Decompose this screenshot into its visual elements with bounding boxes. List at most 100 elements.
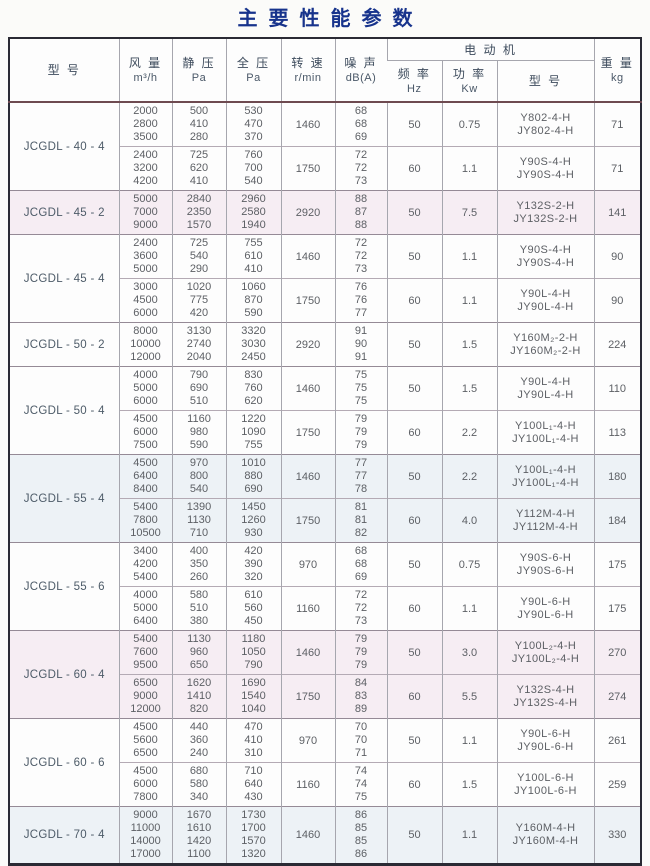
airflow-cell: 8000 10000 12000: [118, 322, 172, 367]
motor-model-value: Y132S-2-H: [516, 199, 575, 212]
motor-model-value: JY132S-2-H: [513, 212, 578, 225]
header-noise-unit: dB(A): [345, 72, 377, 84]
static-pressure-cell: 1670 1610 1420 1100: [171, 806, 226, 865]
airflow-cell: 4500 5600 6500: [118, 718, 172, 763]
total-pressure-cell-value: 755: [244, 237, 263, 249]
static-pressure-cell: 725 540 290: [171, 234, 226, 279]
header-noise-label: 噪 声: [344, 56, 378, 70]
noise-cell: 76 76 77: [334, 278, 387, 323]
static-pressure-cell-value: 290: [189, 263, 209, 275]
speed-cell: 970: [280, 542, 335, 587]
static-pressure-cell-value: 775: [189, 294, 209, 306]
static-pressure-cell-value: 350: [189, 558, 209, 570]
frequency-cell: 60: [386, 410, 442, 455]
speed-cell: 1750: [280, 498, 335, 543]
noise-cell: 74 74 75: [334, 762, 387, 807]
airflow-cell-value: 4500: [133, 413, 158, 425]
static-pressure-cell-value: 2840: [186, 193, 212, 205]
airflow-cell-value: 12000: [130, 703, 161, 715]
total-pressure-cell-value: 1320: [241, 848, 266, 860]
motor-model-cell: Y90L-4-H JY90L-4-H: [496, 278, 594, 323]
total-pressure-cell-value: 2580: [241, 206, 266, 218]
airflow-cell-value: 4000: [133, 589, 158, 601]
motor-model-value: Y100L₂-4-H: [514, 639, 577, 652]
airflow-cell-value: 7800: [133, 791, 158, 803]
airflow-cell-value: 9000: [133, 219, 158, 231]
header-model: 型 号: [9, 38, 119, 102]
total-pressure-cell-value: 540: [244, 175, 263, 187]
weight-cell: 141: [593, 190, 641, 235]
static-pressure-cell-value: 1100: [187, 848, 211, 860]
total-pressure-cell-value: 2960: [241, 193, 266, 205]
static-pressure-cell-value: 240: [189, 747, 209, 759]
airflow-cell-value: 6000: [133, 426, 158, 438]
total-pressure-cell-value: 1450: [241, 501, 266, 513]
airflow-cell: 2400 3600 5000: [118, 234, 172, 279]
airflow-cell-value: 6000: [133, 778, 158, 790]
noise-cell-value: 75: [354, 369, 368, 381]
noise-cell-value: 85: [354, 835, 368, 847]
static-pressure-cell-value: 725: [189, 237, 209, 249]
total-pressure-cell-value: 755: [244, 439, 263, 451]
airflow-cell-value: 8000: [133, 325, 158, 337]
total-pressure-cell-value: 870: [244, 294, 263, 306]
table-row: JCGDL - 60 - 4 5400 7600 9500 1130 960 650 1180…: [9, 630, 641, 719]
power-cell: 1.1: [441, 806, 497, 865]
motor-model-value: Y90L-6-H: [520, 727, 571, 740]
weight-cell: 184: [593, 498, 641, 543]
noise-cell: 72 72 73: [334, 146, 387, 191]
airflow-cell-value: 2400: [133, 237, 158, 249]
noise-cell: 68 68 69: [334, 542, 387, 587]
airflow-cell-value: 3400: [133, 545, 158, 557]
total-pressure-cell-value: 880: [244, 470, 263, 482]
performance-table: 型 号 风 量 m³/h 静 压 Pa 全 压 Pa 转 速 r/min 噪 声…: [8, 37, 642, 866]
speed-cell: 970: [280, 718, 335, 763]
static-pressure-cell-value: 510: [189, 602, 209, 614]
total-pressure-cell-value: 370: [244, 131, 263, 143]
motor-model-value: JY100L₂-4-H: [511, 652, 580, 665]
total-pressure-cell-value: 610: [244, 250, 263, 262]
total-pressure-cell-value: 830: [244, 369, 263, 381]
noise-cell-value: 74: [354, 778, 368, 790]
noise-cell-value: 90: [354, 338, 368, 350]
static-pressure-cell: 1160 980 590: [171, 410, 226, 455]
total-pressure-cell-value: 700: [244, 162, 263, 174]
motor-model-cell: Y100L-6-H JY100L-6-H: [496, 762, 594, 807]
noise-cell-value: 89: [354, 703, 368, 715]
frequency-cell: 60: [386, 278, 442, 323]
static-pressure-cell-value: 410: [189, 118, 209, 130]
static-pressure-cell-value: 3130: [186, 325, 212, 337]
motor-model-value: Y132S-4-H: [516, 683, 575, 696]
power-cell: 1.1: [441, 146, 497, 191]
table-body: JCGDL - 40 - 4 2000 2800 3500 500 410 280 530 47…: [9, 101, 641, 865]
speed-cell: 1750: [280, 674, 335, 719]
noise-cell-value: 75: [354, 382, 368, 394]
frequency-cell: 60: [386, 586, 442, 631]
airflow-cell-value: 7500: [133, 439, 158, 451]
speed-cell: 2920: [280, 190, 335, 235]
table-row: 4500 6000 7800 680 580 340 710 640 430 1160 74 74 75…: [9, 762, 641, 807]
table-row: 4500 6000 7500 1160 980 590 1220 1090 755 1750 79 7…: [9, 410, 641, 455]
airflow-cell-value: 5600: [133, 734, 158, 746]
total-pressure-cell: 1690 1540 1040: [225, 674, 281, 719]
power-cell: 1.1: [441, 586, 497, 631]
total-pressure-cell-value: 1730: [241, 809, 266, 821]
motor-model-value: Y100L₁-4-H: [515, 419, 576, 432]
frequency-cell: 50: [386, 718, 442, 763]
total-pressure-cell: 710 640 430: [225, 762, 281, 807]
airflow-cell: 6500 9000 12000: [118, 674, 172, 719]
static-pressure-cell-value: 1620: [186, 677, 212, 689]
total-pressure-cell-value: 1180: [241, 633, 266, 645]
airflow-cell-value: 4200: [133, 558, 158, 570]
static-pressure-cell-value: 970: [189, 457, 209, 469]
header-noise: 噪 声 dB(A): [334, 38, 387, 102]
speed-cell: 1460: [280, 806, 335, 865]
noise-cell-value: 91: [354, 351, 368, 363]
motor-model-value: Y802-4-H: [520, 111, 571, 124]
motor-model-value: JY90L-4-H: [517, 388, 574, 401]
speed-cell: 1460: [280, 366, 335, 411]
static-pressure-cell-value: 800: [189, 470, 209, 482]
total-pressure-cell-value: 310: [244, 747, 263, 759]
static-pressure-cell-value: 1410: [186, 690, 212, 702]
static-pressure-cell-value: 440: [189, 721, 209, 733]
